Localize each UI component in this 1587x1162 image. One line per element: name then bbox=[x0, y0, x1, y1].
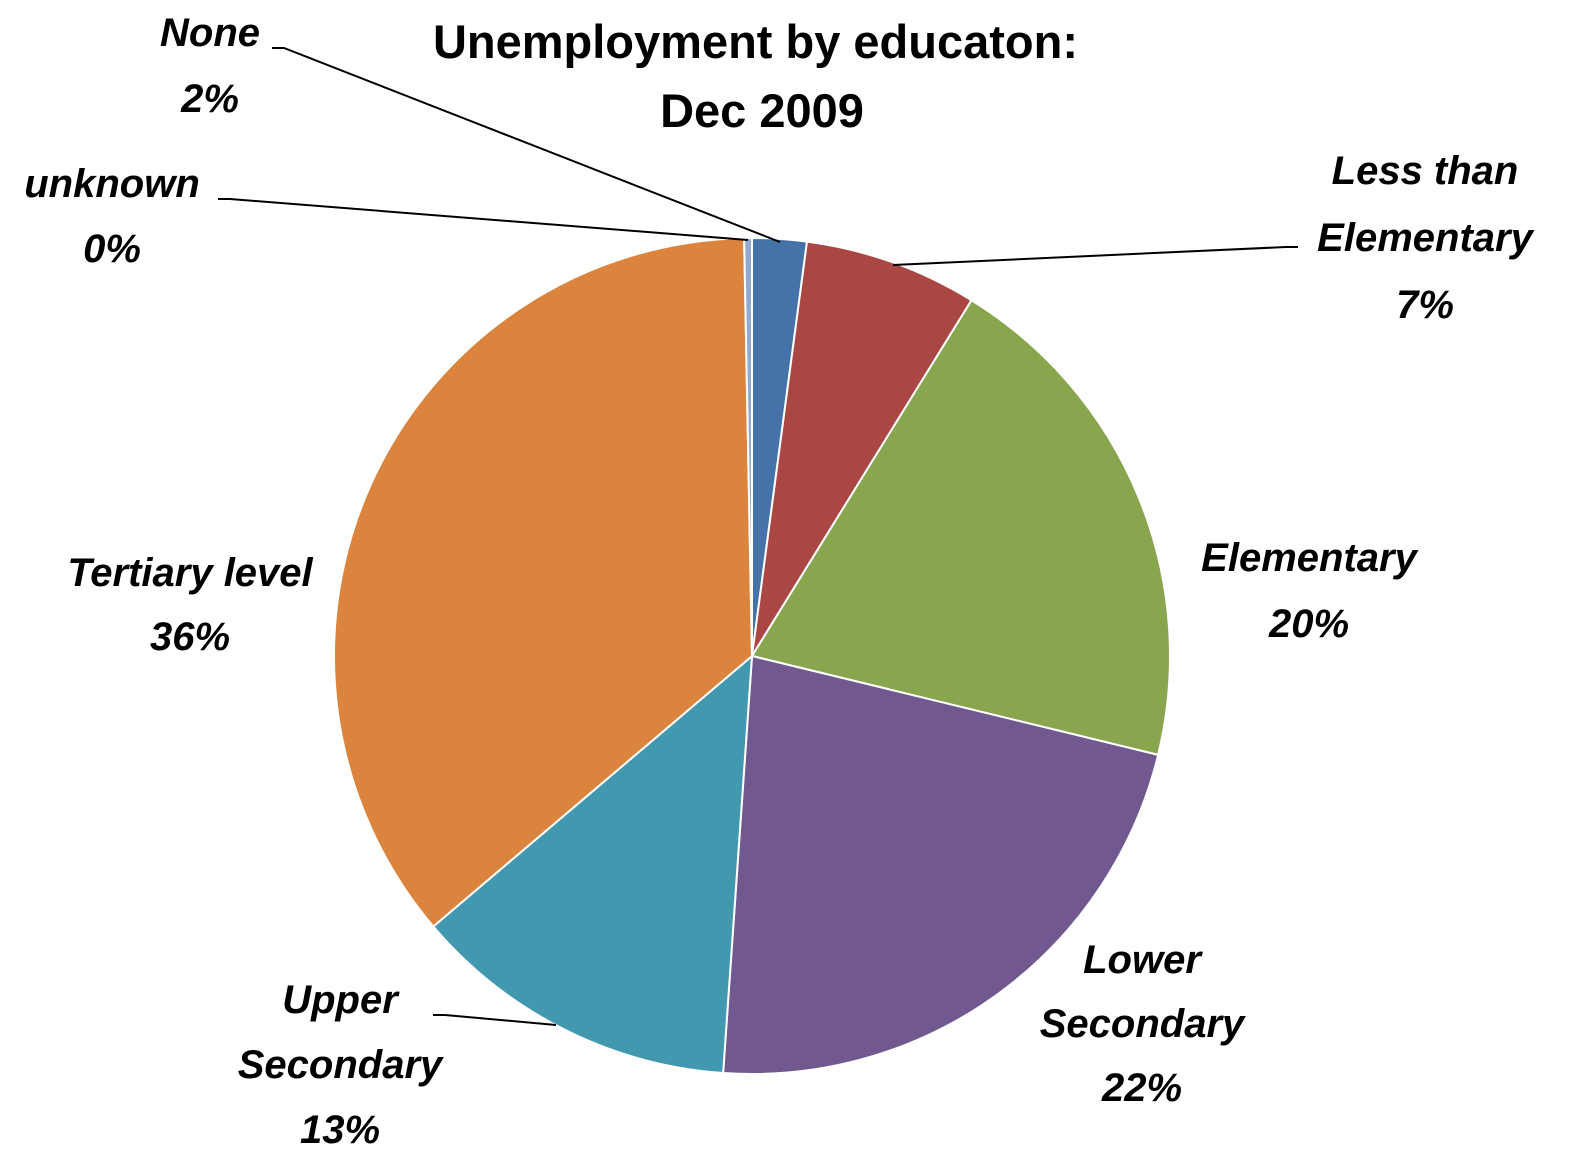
data-label-percent: 20% bbox=[1268, 602, 1349, 646]
data-label-category: Elementary bbox=[1201, 536, 1418, 580]
data-label-less-than-elementary: Less than Elementary 7% bbox=[1317, 149, 1534, 327]
leader-line-none bbox=[272, 48, 780, 242]
data-label-unknown: unknown 0% bbox=[24, 162, 200, 271]
data-label-elementary: Elementary 20% bbox=[1201, 536, 1418, 646]
leader-line-less-than-elementary bbox=[893, 247, 1298, 265]
data-label-percent: 36% bbox=[150, 615, 230, 659]
chart-title-line-2: Dec 2009 bbox=[660, 84, 864, 137]
leader-line-upper-secondary bbox=[433, 1015, 556, 1025]
data-label-percent: 7% bbox=[1396, 283, 1454, 327]
data-label-category: Less than bbox=[1332, 149, 1519, 193]
data-label-category: Secondary bbox=[1040, 1002, 1246, 1046]
data-label-percent: 2% bbox=[180, 77, 239, 121]
leader-line-unknown bbox=[218, 199, 748, 240]
data-label-percent: 0% bbox=[83, 227, 141, 271]
data-label-tertiary-level: Tertiary level 36% bbox=[67, 551, 313, 659]
data-label-percent: 22% bbox=[1101, 1066, 1182, 1110]
data-label-upper-secondary: Upper Secondary 13% bbox=[238, 978, 444, 1152]
data-label-category: Tertiary level bbox=[67, 551, 313, 595]
data-label-category: Upper bbox=[282, 978, 400, 1022]
data-label-category: Elementary bbox=[1317, 216, 1534, 260]
data-label-category: unknown bbox=[24, 162, 200, 206]
data-label-category: Secondary bbox=[238, 1043, 444, 1087]
data-label-category: Lower bbox=[1083, 938, 1203, 982]
chart-title-line-1: Unemployment by educaton: bbox=[433, 15, 1078, 68]
data-label-category: None bbox=[160, 11, 260, 55]
data-label-lower-secondary: Lower Secondary 22% bbox=[1040, 938, 1246, 1110]
data-label-percent: 13% bbox=[300, 1108, 380, 1152]
chart-title: Unemployment by educaton: Dec 2009 bbox=[433, 15, 1091, 137]
pie-slices bbox=[334, 238, 1170, 1074]
data-label-none: None 2% bbox=[160, 11, 260, 121]
